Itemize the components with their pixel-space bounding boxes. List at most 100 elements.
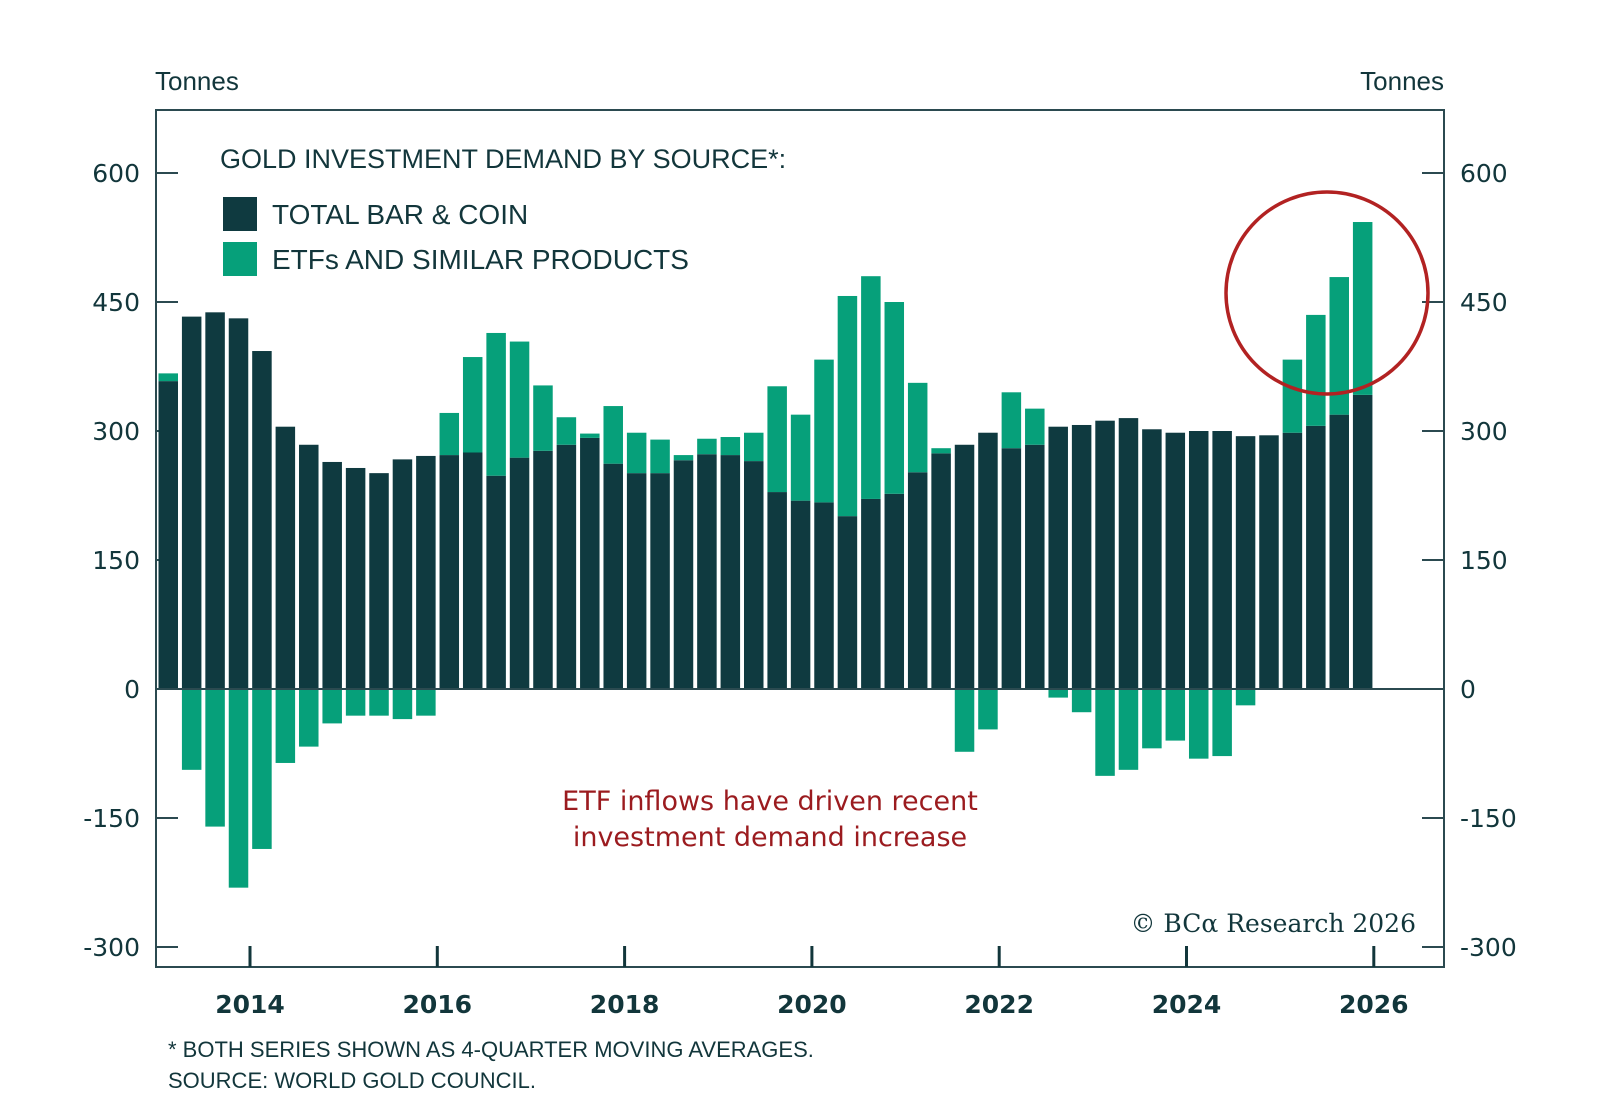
legend-label-bar-coin: TOTAL BAR & COIN [272,199,528,230]
highlight-circle [1224,190,1430,396]
bar-coin-bar [1282,432,1303,689]
bar-coin-bar [720,455,741,689]
etf-bar [1142,689,1162,749]
bar-coin-bar [486,475,506,689]
etf-bar [861,276,881,499]
x-tick-label: 2022 [964,990,1034,1019]
etf-bar [533,385,553,451]
bar-coin-bar [252,351,272,689]
left-axis-unit-label: Tonnes [155,66,239,96]
bar-coin-bar [392,459,413,689]
legend-title: GOLD INVESTMENT DEMAND BY SOURCE*: [220,144,786,174]
etf-bar [205,689,225,827]
etf-bar [1118,689,1139,770]
etf-bar [907,382,928,473]
legend-label-etf: ETFs AND SIMILAR PRODUCTS [272,244,689,275]
bar-coin-bar [275,426,296,689]
etf-bar [181,689,202,770]
annotation-line-2: investment demand increase [573,822,967,853]
bar-coin-bar [533,450,553,689]
bar-coin-bar [1352,394,1373,689]
bar-coin-bar [1048,426,1068,689]
etf-bar [509,341,530,458]
bar-coin-bar [744,461,764,689]
x-axis: 2014 2016 2018 2020 2022 2024 2026 [215,946,1409,1019]
etf-bar [837,295,858,517]
bar-coin-bar [978,432,998,689]
etf-bar [673,455,694,461]
bar-coin-bar [205,312,225,689]
bar-coin-bar [416,455,436,689]
right-y-tick-label: -300 [1460,933,1517,962]
bar-coin-bar [907,472,928,689]
bar-coin-bar [439,455,460,689]
bar-coin-bar [1235,436,1256,689]
footnote: * BOTH SERIES SHOWN AS 4-QUARTER MOVING … [168,1037,814,1062]
bar-coin-bar [322,461,342,689]
bar-coin-bar [580,437,600,689]
bar-coin-bar [603,463,623,689]
etf-bar [556,417,577,445]
legend-swatch-etf [223,242,257,276]
right-y-tick-label: 150 [1460,546,1508,575]
left-y-tick-label: 300 [92,417,140,446]
etf-bar [814,359,834,503]
etf-bar [486,332,506,476]
bar-coin-bar [462,452,483,689]
bar-coin-bar [673,460,694,689]
bar-coin-bar [345,467,366,689]
bar-coin-bar [1025,444,1045,689]
etf-bar [697,438,717,455]
etf-bar [978,689,998,730]
bar-coin-bar [181,316,202,689]
etf-bar [1071,689,1092,713]
right-y-tick-label: 450 [1460,288,1508,317]
bar-coin-bar [1095,420,1115,689]
bar-coin-bar [509,457,530,689]
etf-bar [322,689,342,724]
left-y-tick-label: 0 [124,675,140,704]
etf-bar [790,414,811,501]
bar-coin-bar [861,498,881,689]
etf-bar [931,448,951,454]
right-y-tick-label: 300 [1460,417,1508,446]
bar-coin-bar [1329,414,1349,689]
bar-coin-bar [1212,431,1232,689]
etf-bar [1025,408,1045,445]
bar-coin-bar [1259,435,1279,689]
etf-bar [1001,392,1022,449]
right-y-tick-label: -150 [1460,804,1517,833]
bars-group [158,222,1373,888]
etf-bar [1095,689,1115,776]
bar-coin-bar [369,473,389,689]
bar-coin-bar [884,493,905,689]
etf-bar [1048,689,1068,698]
etf-bar [416,689,436,716]
etf-bar [1282,359,1303,433]
etf-bar [158,373,178,382]
bar-coin-bar [790,500,811,689]
legend-swatch-bar-coin [223,197,257,231]
bar-coin-bar [931,453,951,689]
etf-bar [439,412,460,456]
etf-bar [744,432,764,462]
etf-bar [580,433,600,438]
bar-coin-bar [1142,429,1162,689]
etf-bar [603,406,623,464]
etf-bar [392,689,413,720]
etf-bar [299,689,319,747]
etf-bar [1329,277,1349,415]
etf-bar [1212,689,1232,757]
etf-bar [720,437,741,456]
etf-bar [767,386,787,493]
left-y-tick-label: -300 [83,933,140,962]
bar-coin-bar [299,444,319,689]
bar-coin-bar [1071,424,1092,689]
left-y-tick-label: 600 [92,159,140,188]
annotation-line-1: ETF inflows have driven recent [562,786,978,817]
etf-bar [462,357,483,453]
x-tick-label: 2016 [403,990,473,1019]
left-y-tick-label: 450 [92,288,140,317]
etf-bar [650,439,670,474]
